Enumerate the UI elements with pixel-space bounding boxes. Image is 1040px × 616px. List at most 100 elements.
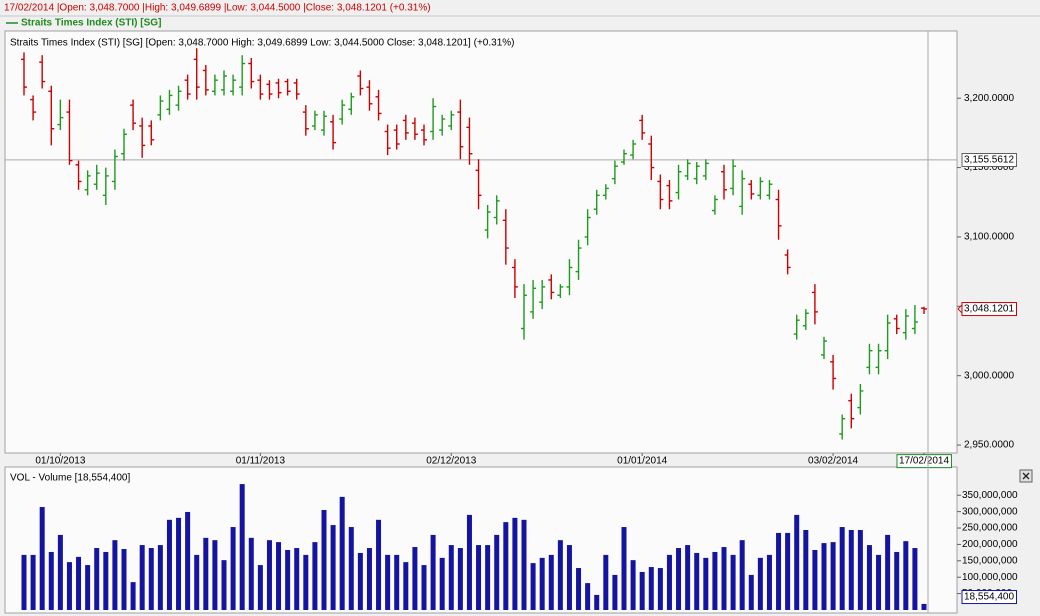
- volume-bar: [103, 551, 109, 610]
- volume-bar: [785, 532, 791, 610]
- volume-bar: [39, 507, 45, 610]
- close-icon[interactable]: [1022, 472, 1030, 480]
- volume-bar: [148, 548, 154, 610]
- volume-bar: [66, 562, 72, 610]
- volume-bar: [430, 534, 436, 610]
- volume-bar: [821, 543, 827, 610]
- volume-bar: [239, 484, 245, 610]
- volume-bar: [539, 557, 545, 610]
- volume-bar: [657, 568, 663, 610]
- volume-bar: [530, 563, 536, 610]
- volume-bar: [503, 522, 509, 610]
- volume-bar: [30, 554, 36, 610]
- last-volume-label: 18,554,400: [964, 592, 1014, 603]
- volume-bar: [757, 557, 763, 610]
- volume-bar: [357, 552, 363, 610]
- x-tick-label: 01/10/2013: [35, 456, 85, 467]
- x-tick-label: 03/02/2014: [808, 456, 858, 467]
- volume-bar: [812, 549, 818, 610]
- legend-label: Straits Times Index (STI) [SG]: [21, 18, 161, 29]
- volume-bar: [166, 519, 172, 610]
- volume-bar: [312, 542, 318, 610]
- x-tick-label: 02/12/2013: [426, 456, 476, 467]
- y-tick-label: 100,000,000: [962, 572, 1018, 583]
- y-tick-label: 3,150.0000: [964, 162, 1014, 173]
- volume-bar: [385, 554, 391, 610]
- volume-bar: [21, 554, 27, 610]
- volume-bar: [230, 527, 236, 610]
- volume-bar: [457, 548, 463, 610]
- quote-line: 17/02/2014 |Open: 3,048.7000 |High: 3,04…: [4, 3, 431, 14]
- crosshair-label-box: [961, 153, 1017, 168]
- volume-bar: [557, 540, 563, 610]
- volume-bar: [448, 545, 454, 610]
- volume-bar: [139, 545, 145, 610]
- volume-bar: [276, 542, 282, 610]
- volume-bar: [130, 582, 136, 610]
- volume-bar: [912, 548, 918, 610]
- volume-bar: [412, 547, 418, 610]
- volume-bar: [548, 554, 554, 610]
- volume-bar: [830, 542, 836, 610]
- volume-bar: [194, 554, 200, 610]
- y-tick-label: 3,100.0000: [964, 232, 1014, 243]
- volume-bar: [739, 540, 745, 610]
- y-tick-label: 2,950.0000: [964, 440, 1014, 451]
- volume-bar: [339, 496, 345, 610]
- volume-bar: [921, 603, 927, 610]
- y-tick-label: 300,000,000: [962, 506, 1018, 517]
- volume-bar: [157, 545, 163, 610]
- x-tick-label: 01/01/2014: [617, 456, 667, 467]
- volume-bar: [776, 532, 782, 610]
- volume-bar: [185, 511, 191, 610]
- volume-bar: [266, 540, 272, 610]
- volume-bar: [48, 551, 54, 610]
- volume-bar: [639, 571, 645, 610]
- volume-bar: [730, 554, 736, 610]
- volume-bar: [748, 574, 754, 610]
- y-tick-label: 3,000.0000: [964, 370, 1014, 381]
- y-tick-label: 200,000,000: [962, 539, 1018, 550]
- volume-bar: [839, 527, 845, 610]
- crosshair-label: 3,155.5612: [964, 155, 1014, 166]
- volume-bar: [857, 529, 863, 610]
- volume-bar: [485, 545, 491, 610]
- volume-bar: [348, 527, 354, 610]
- volume-bar: [648, 567, 654, 610]
- last-price-arrow: [957, 304, 963, 314]
- last-volume-label-box: [961, 590, 1017, 605]
- volume-bar: [366, 548, 372, 610]
- volume-bar: [594, 594, 600, 610]
- volume-bar: [576, 568, 582, 610]
- volume-bar: [766, 554, 772, 610]
- volume-bar: [466, 514, 472, 610]
- volume-bar: [112, 540, 118, 610]
- last-price-label: 3,048.1201: [964, 304, 1014, 315]
- volume-bar: [876, 554, 882, 610]
- volume-bar: [403, 562, 409, 610]
- volume-bar: [376, 519, 382, 610]
- volume-bar: [712, 551, 718, 610]
- volume-bar: [394, 554, 400, 610]
- volume-bar: [76, 556, 82, 610]
- volume-bar: [603, 554, 609, 610]
- price-title: Straits Times Index (STI) [SG] [Open: 3,…: [10, 38, 514, 49]
- volume-bar: [176, 517, 182, 610]
- volume-bar: [321, 509, 327, 610]
- volume-bar: [666, 554, 672, 610]
- volume-bar: [476, 545, 482, 610]
- volume-bar: [330, 525, 336, 610]
- volume-bar: [285, 549, 291, 610]
- volume-bar: [494, 534, 500, 610]
- volume-bar: [439, 557, 445, 610]
- volume-bar: [257, 565, 263, 610]
- volume-bar: [866, 545, 872, 610]
- close-button[interactable]: [1019, 469, 1033, 483]
- volume-bar: [248, 537, 254, 610]
- volume-bar: [848, 529, 854, 610]
- volume-bar: [421, 565, 427, 610]
- volume-bar: [721, 547, 727, 610]
- price-panel: [4, 30, 958, 454]
- volume-bar: [585, 583, 591, 610]
